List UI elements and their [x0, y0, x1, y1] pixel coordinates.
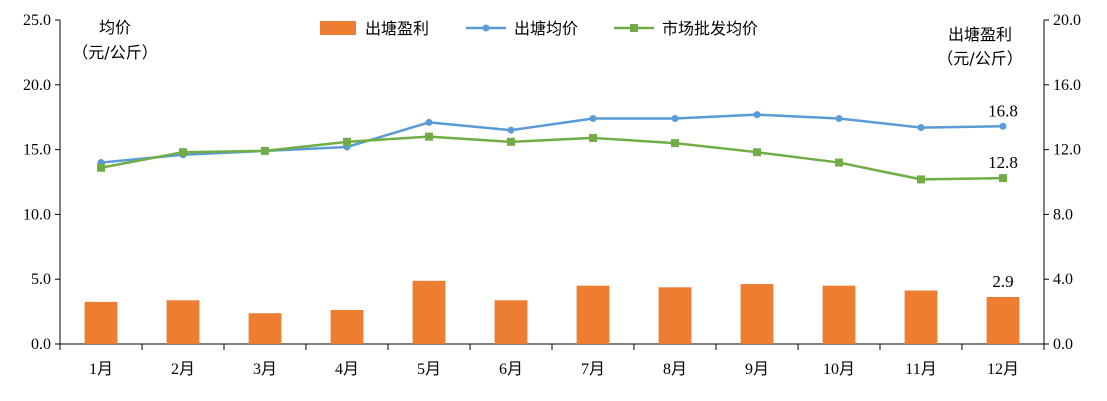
point-出塘均价: [999, 122, 1007, 130]
x-tick-label: 7月: [581, 361, 605, 378]
x-tick-label: 10月: [823, 361, 855, 378]
left-axis-title-line2: （元/公斤）: [72, 43, 157, 62]
bar-出塘盈利: [248, 313, 282, 344]
point-出塘均价: [589, 114, 597, 122]
bar-出塘盈利: [330, 309, 364, 344]
point-市场批发均价: [917, 175, 925, 184]
x-tick-label: 12月: [987, 361, 1019, 378]
point-市场批发均价: [671, 139, 679, 148]
right-tick-label: 20.0: [1053, 12, 1081, 29]
point-出塘均价: [425, 118, 433, 126]
x-tick-label: 3月: [253, 361, 277, 378]
x-tick-label: 11月: [905, 361, 936, 378]
point-出塘均价: [507, 126, 515, 134]
legend-marker-wholesale-price: [630, 24, 638, 32]
bar-出塘盈利: [740, 284, 774, 344]
right-axis-title-line2: （元/公斤）: [937, 49, 1022, 68]
left-tick-label: 0.0: [31, 336, 51, 353]
bars: [84, 280, 1020, 344]
left-tick-label: 20.0: [23, 77, 51, 94]
x-tick-label: 6月: [499, 361, 523, 378]
x-tick-label: 9月: [745, 361, 769, 378]
x-tick-label: 4月: [335, 361, 359, 378]
point-市场批发均价: [425, 132, 433, 141]
lines: [97, 111, 1007, 184]
data-labels: 16.8 12.8 2.9: [988, 101, 1018, 291]
right-tick-label: 12.0: [1053, 142, 1081, 159]
point-市场批发均价: [589, 133, 597, 142]
point-市场批发均价: [261, 146, 269, 155]
bar-出塘盈利: [658, 287, 692, 344]
legend: 出塘盈利 出塘均价 市场批发均价: [320, 19, 758, 38]
axes: 0.0 5.0 10.0 15.0 20.0 25.0 0.0 4.0 8.0 12.0 16.0 2…: [23, 12, 1081, 378]
x-tick-label: 1月: [89, 361, 113, 378]
point-市场批发均价: [835, 158, 843, 167]
legend-marker-pond-price: [482, 24, 490, 32]
bar-出塘盈利: [904, 290, 938, 344]
data-label-出塘盈利: 2.9: [992, 272, 1013, 291]
bar-出塘盈利: [412, 280, 446, 344]
right-tick-label: 8.0: [1053, 206, 1073, 223]
legend-label-wholesale-price: 市场批发均价: [662, 19, 758, 38]
point-市场批发均价: [999, 174, 1007, 183]
data-label-市场批发均价: 12.8: [988, 153, 1018, 172]
point-出塘均价: [835, 114, 843, 122]
point-市场批发均价: [753, 148, 761, 157]
left-tick-label: 10.0: [23, 206, 51, 223]
bar-出塘盈利: [576, 285, 610, 344]
right-tick-label: 4.0: [1053, 271, 1073, 288]
point-市场批发均价: [507, 137, 515, 146]
right-axis-title-line1: 出塘盈利: [948, 25, 1012, 44]
right-tick-label: 0.0: [1053, 336, 1073, 353]
point-市场批发均价: [97, 163, 105, 172]
x-tick-label: 5月: [417, 361, 441, 378]
x-tick-label: 8月: [663, 361, 687, 378]
line-出塘均价: [100, 113, 1004, 164]
data-label-出塘均价: 16.8: [988, 101, 1018, 120]
point-出塘均价: [671, 114, 679, 122]
left-axis-title-line1: 均价: [99, 18, 131, 37]
point-出塘均价: [917, 124, 925, 132]
line-市场批发均价: [100, 135, 1004, 181]
left-tick-label: 5.0: [31, 271, 51, 288]
legend-swatch-profit: [320, 21, 356, 35]
legend-label-pond-price: 出塘均价: [514, 19, 578, 38]
bar-出塘盈利: [84, 301, 118, 344]
bar-出塘盈利: [494, 300, 528, 344]
left-tick-label: 25.0: [23, 12, 51, 29]
point-出塘均价: [753, 111, 761, 119]
bar-出塘盈利: [986, 297, 1020, 344]
point-市场批发均价: [179, 148, 187, 157]
right-tick-label: 16.0: [1053, 77, 1081, 94]
point-市场批发均价: [343, 137, 351, 146]
left-tick-label: 15.0: [23, 142, 51, 159]
x-tick-label: 2月: [171, 361, 195, 378]
bar-出塘盈利: [166, 300, 200, 344]
bar-出塘盈利: [822, 285, 856, 344]
legend-label-profit: 出塘盈利: [365, 19, 429, 38]
